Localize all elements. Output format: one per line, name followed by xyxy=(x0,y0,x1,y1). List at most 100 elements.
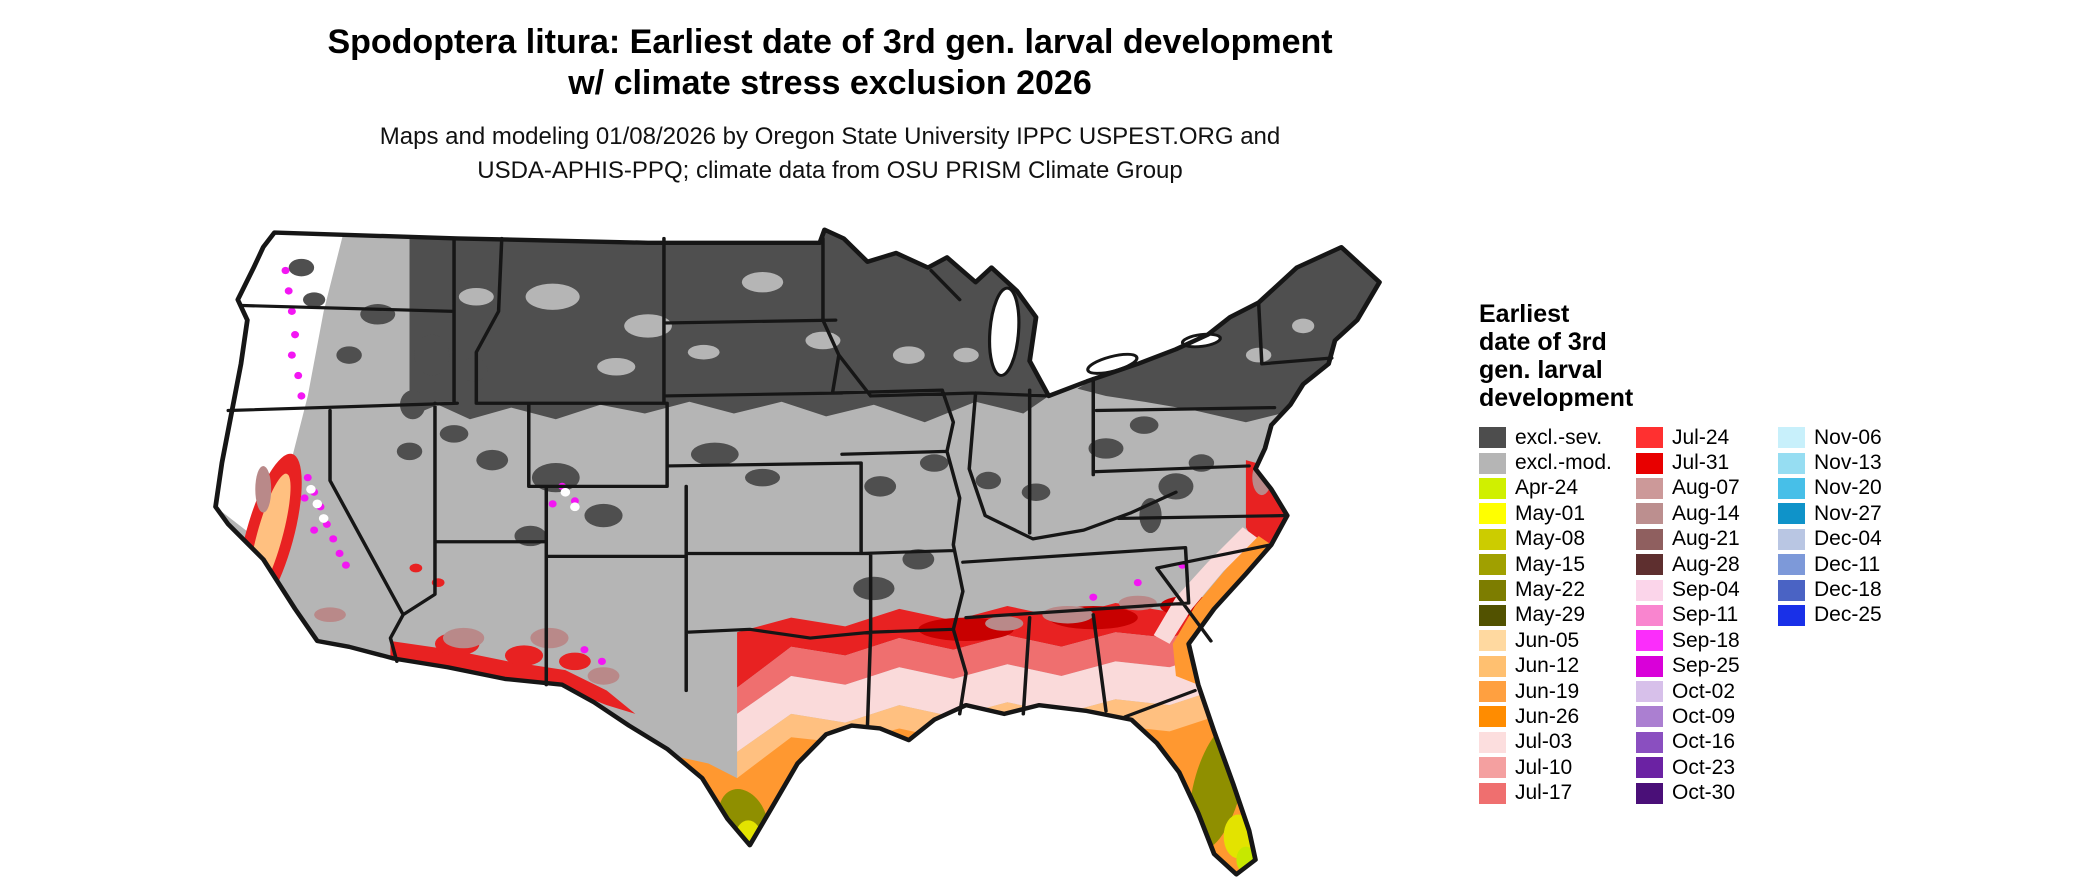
legend-label: Jun-05 xyxy=(1515,628,1580,652)
map-subtitle: Maps and modeling 01/08/2026 by Oregon S… xyxy=(0,120,1660,188)
legend-label: Sep-18 xyxy=(1672,628,1740,652)
legend-label: Oct-16 xyxy=(1672,730,1736,754)
legend-label: Nov-06 xyxy=(1814,425,1882,449)
legend-column-1: excl.-sev. excl.-mod. Apr-24 May-01 May-08 Ma… xyxy=(1479,425,1636,806)
legend-swatch xyxy=(1778,427,1805,449)
legend-label: May-08 xyxy=(1515,527,1586,551)
legend-label: May-01 xyxy=(1515,501,1586,525)
legend-swatch xyxy=(1479,579,1506,601)
map-region-excl-severe-northeast xyxy=(1077,229,1380,423)
legend-label: Oct-23 xyxy=(1672,755,1736,779)
legend-swatch xyxy=(1479,706,1506,728)
legend-row: Jul-17 xyxy=(1479,780,1636,805)
map-subtitle-line1: Maps and modeling 01/08/2026 by Oregon S… xyxy=(379,123,1281,150)
map-region-se-coast-orange xyxy=(1172,535,1272,685)
legend-row: May-29 xyxy=(1479,603,1636,628)
legend-swatch xyxy=(1636,630,1663,652)
map-title-line2: w/ climate stress exclusion 2026 xyxy=(568,64,1092,102)
legend-swatch xyxy=(1636,528,1663,550)
legend: Earliest date of 3rd gen. larval develop… xyxy=(1479,300,1882,806)
legend-row: Jun-19 xyxy=(1479,679,1636,704)
legend-row: Nov-27 xyxy=(1778,501,1882,526)
legend-row: Dec-04 xyxy=(1778,527,1882,552)
legend-row: Nov-13 xyxy=(1778,450,1882,475)
legend-label: Aug-14 xyxy=(1672,501,1740,525)
legend-row: Dec-18 xyxy=(1778,577,1882,602)
legend-label: Oct-02 xyxy=(1672,679,1736,703)
legend-label: Jul-17 xyxy=(1515,781,1573,805)
legend-row: Dec-11 xyxy=(1778,552,1882,577)
legend-swatch xyxy=(1479,655,1506,677)
legend-swatch xyxy=(1479,757,1506,779)
legend-row: Aug-14 xyxy=(1636,501,1778,526)
legend-row: Oct-30 xyxy=(1636,780,1778,805)
legend-swatch xyxy=(1636,503,1663,525)
legend-row: Nov-20 xyxy=(1778,476,1882,501)
legend-row: Nov-06 xyxy=(1778,425,1882,450)
legend-label: Jul-10 xyxy=(1515,755,1573,779)
legend-row: Jul-10 xyxy=(1479,755,1636,780)
lake-michigan xyxy=(987,286,1021,377)
legend-swatch xyxy=(1479,630,1506,652)
legend-swatch xyxy=(1636,706,1663,728)
map-title: Spodoptera litura: Earliest date of 3rd … xyxy=(0,22,1660,104)
legend-swatch xyxy=(1778,579,1805,601)
legend-row: Jul-03 xyxy=(1479,730,1636,755)
legend-swatch xyxy=(1479,452,1506,474)
legend-label: Jun-26 xyxy=(1515,704,1580,728)
legend-swatch xyxy=(1636,452,1663,474)
map-region-se-palepink xyxy=(1153,527,1259,644)
legend-swatch xyxy=(1636,782,1663,804)
legend-swatch xyxy=(1778,528,1805,550)
legend-swatch xyxy=(1636,655,1663,677)
legend-label: Sep-25 xyxy=(1672,654,1740,678)
legend-swatch xyxy=(1636,477,1663,499)
legend-label: May-22 xyxy=(1515,578,1586,602)
legend-swatch xyxy=(1479,477,1506,499)
legend-label: May-29 xyxy=(1515,603,1586,627)
map-magenta-speckles xyxy=(281,266,1187,666)
legend-swatch xyxy=(1778,503,1805,525)
legend-row: Sep-11 xyxy=(1636,603,1778,628)
legend-swatch xyxy=(1778,477,1805,499)
legend-row: Sep-25 xyxy=(1636,654,1778,679)
map-white-speckles xyxy=(306,484,580,523)
legend-row: Apr-24 xyxy=(1479,476,1636,501)
legend-label: Jul-31 xyxy=(1672,451,1730,475)
legend-swatch xyxy=(1778,604,1805,626)
legend-row: Oct-16 xyxy=(1636,730,1778,755)
legend-label: Oct-09 xyxy=(1672,704,1736,728)
legend-label: Jun-19 xyxy=(1515,679,1580,703)
legend-row: Jun-12 xyxy=(1479,654,1636,679)
map-state-borders xyxy=(226,236,1334,728)
legend-row: Sep-18 xyxy=(1636,628,1778,653)
legend-row: May-08 xyxy=(1479,527,1636,552)
legend-row: excl.-mod. xyxy=(1479,450,1636,475)
map-dark-speckles xyxy=(288,258,1215,601)
legend-row: Dec-25 xyxy=(1778,603,1882,628)
legend-swatch xyxy=(1636,604,1663,626)
legend-title-line2: date of 3rd xyxy=(1479,328,1607,356)
legend-swatch xyxy=(1479,731,1506,753)
legend-label: Oct-30 xyxy=(1672,781,1736,805)
great-lakes xyxy=(987,286,1222,377)
legend-swatch xyxy=(1479,782,1506,804)
legend-title-line1: Earliest xyxy=(1479,300,1570,328)
legend-label: Aug-07 xyxy=(1672,476,1740,500)
legend-swatch xyxy=(1479,681,1506,703)
map-region-pacific-coast xyxy=(215,232,343,539)
us-map xyxy=(206,218,1424,886)
map-title-line1: Spodoptera litura: Earliest date of 3rd … xyxy=(327,23,1333,61)
legend-row: Oct-23 xyxy=(1636,755,1778,780)
legend-row: Aug-07 xyxy=(1636,476,1778,501)
legend-row: Aug-21 xyxy=(1636,527,1778,552)
legend-label: Nov-27 xyxy=(1814,501,1882,525)
legend-swatch xyxy=(1778,452,1805,474)
legend-label: Nov-20 xyxy=(1814,476,1882,500)
legend-label: Jun-12 xyxy=(1515,654,1580,678)
legend-columns: excl.-sev. excl.-mod. Apr-24 May-01 May-08 Ma… xyxy=(1479,425,1882,806)
legend-title-line4: development xyxy=(1479,384,1634,412)
legend-label: excl.-sev. xyxy=(1515,425,1603,449)
legend-row: Jul-31 xyxy=(1636,450,1778,475)
legend-swatch xyxy=(1479,604,1506,626)
